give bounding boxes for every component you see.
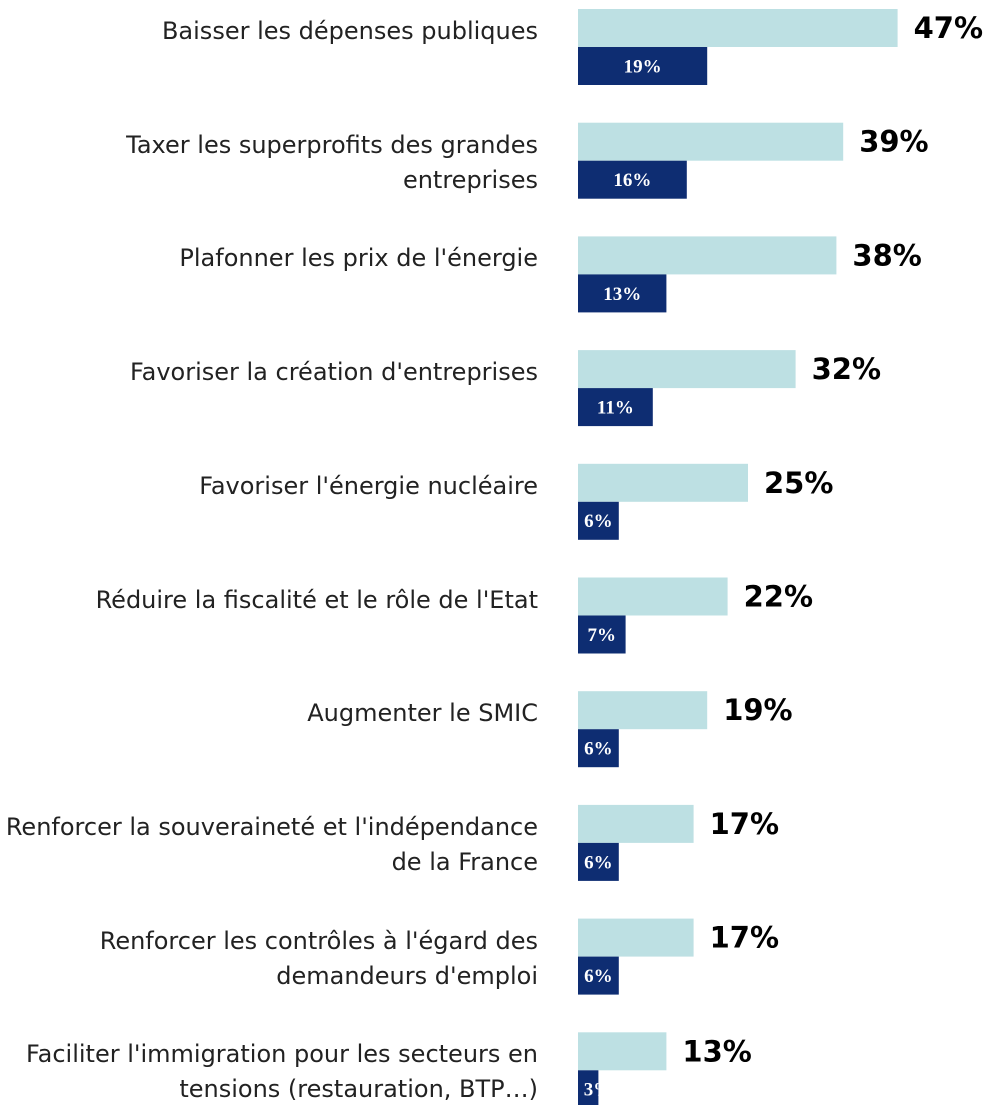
value-label: 6%: [584, 966, 613, 987]
value-label: 17%: [710, 807, 779, 841]
category-label: Renforcer les contrôles à l'égard des de…: [99, 926, 538, 990]
bar: [578, 350, 796, 389]
bar: [578, 729, 619, 768]
category-label: Favoriser l'énergie nucléaire: [199, 471, 538, 500]
value-label: 32%: [812, 352, 881, 386]
bar: [578, 122, 844, 161]
bar: [578, 804, 694, 843]
bar: [578, 160, 687, 199]
value-label: 25%: [764, 466, 833, 500]
bar: [578, 577, 728, 616]
value-label: 6%: [584, 511, 613, 532]
value-label: 13%: [603, 284, 641, 305]
bar: [578, 918, 694, 957]
bar: [578, 1032, 667, 1071]
bar: [578, 1070, 599, 1105]
category-label: Augmenter le SMIC: [307, 699, 538, 728]
bar: [578, 388, 653, 427]
bar: [578, 463, 748, 502]
value-label: 13%: [682, 1034, 751, 1068]
bar: [578, 501, 619, 540]
value-label: 39%: [859, 125, 928, 159]
value-label: 47%: [914, 11, 983, 45]
value-label: 38%: [852, 238, 921, 272]
bar: [578, 615, 626, 654]
category-label: Réduire la fiscalité et le rôle de l'Eta…: [95, 585, 538, 614]
bar: [578, 47, 708, 85]
bar: [578, 236, 837, 275]
category-label: Faciliter l'immigration pour les secteur…: [26, 1040, 538, 1104]
value-label: 22%: [744, 580, 813, 614]
category-label: Baisser les dépenses publiques: [161, 17, 538, 45]
bar: [578, 9, 898, 47]
bar: [578, 274, 667, 313]
value-label: 19%: [723, 693, 792, 727]
bar: [578, 691, 708, 730]
value-label: 6%: [584, 739, 613, 760]
bar: [578, 956, 619, 995]
value-label: 17%: [710, 921, 779, 955]
category-label: Plafonner les prix de l'énergie: [179, 244, 538, 273]
bar: [578, 842, 619, 881]
value-label: 7%: [588, 625, 617, 646]
category-label: Taxer les superprofits des grandes entre…: [126, 130, 538, 194]
category-label: Renforcer la souveraineté et l'indépenda…: [5, 812, 538, 876]
category-label: Favoriser la création d'entreprises: [130, 358, 538, 387]
value-label: 11%: [597, 397, 634, 418]
value-label: 16%: [613, 170, 651, 191]
value-label: 3%: [584, 1080, 613, 1101]
value-label: 6%: [584, 852, 613, 873]
value-label: 19%: [624, 56, 662, 77]
